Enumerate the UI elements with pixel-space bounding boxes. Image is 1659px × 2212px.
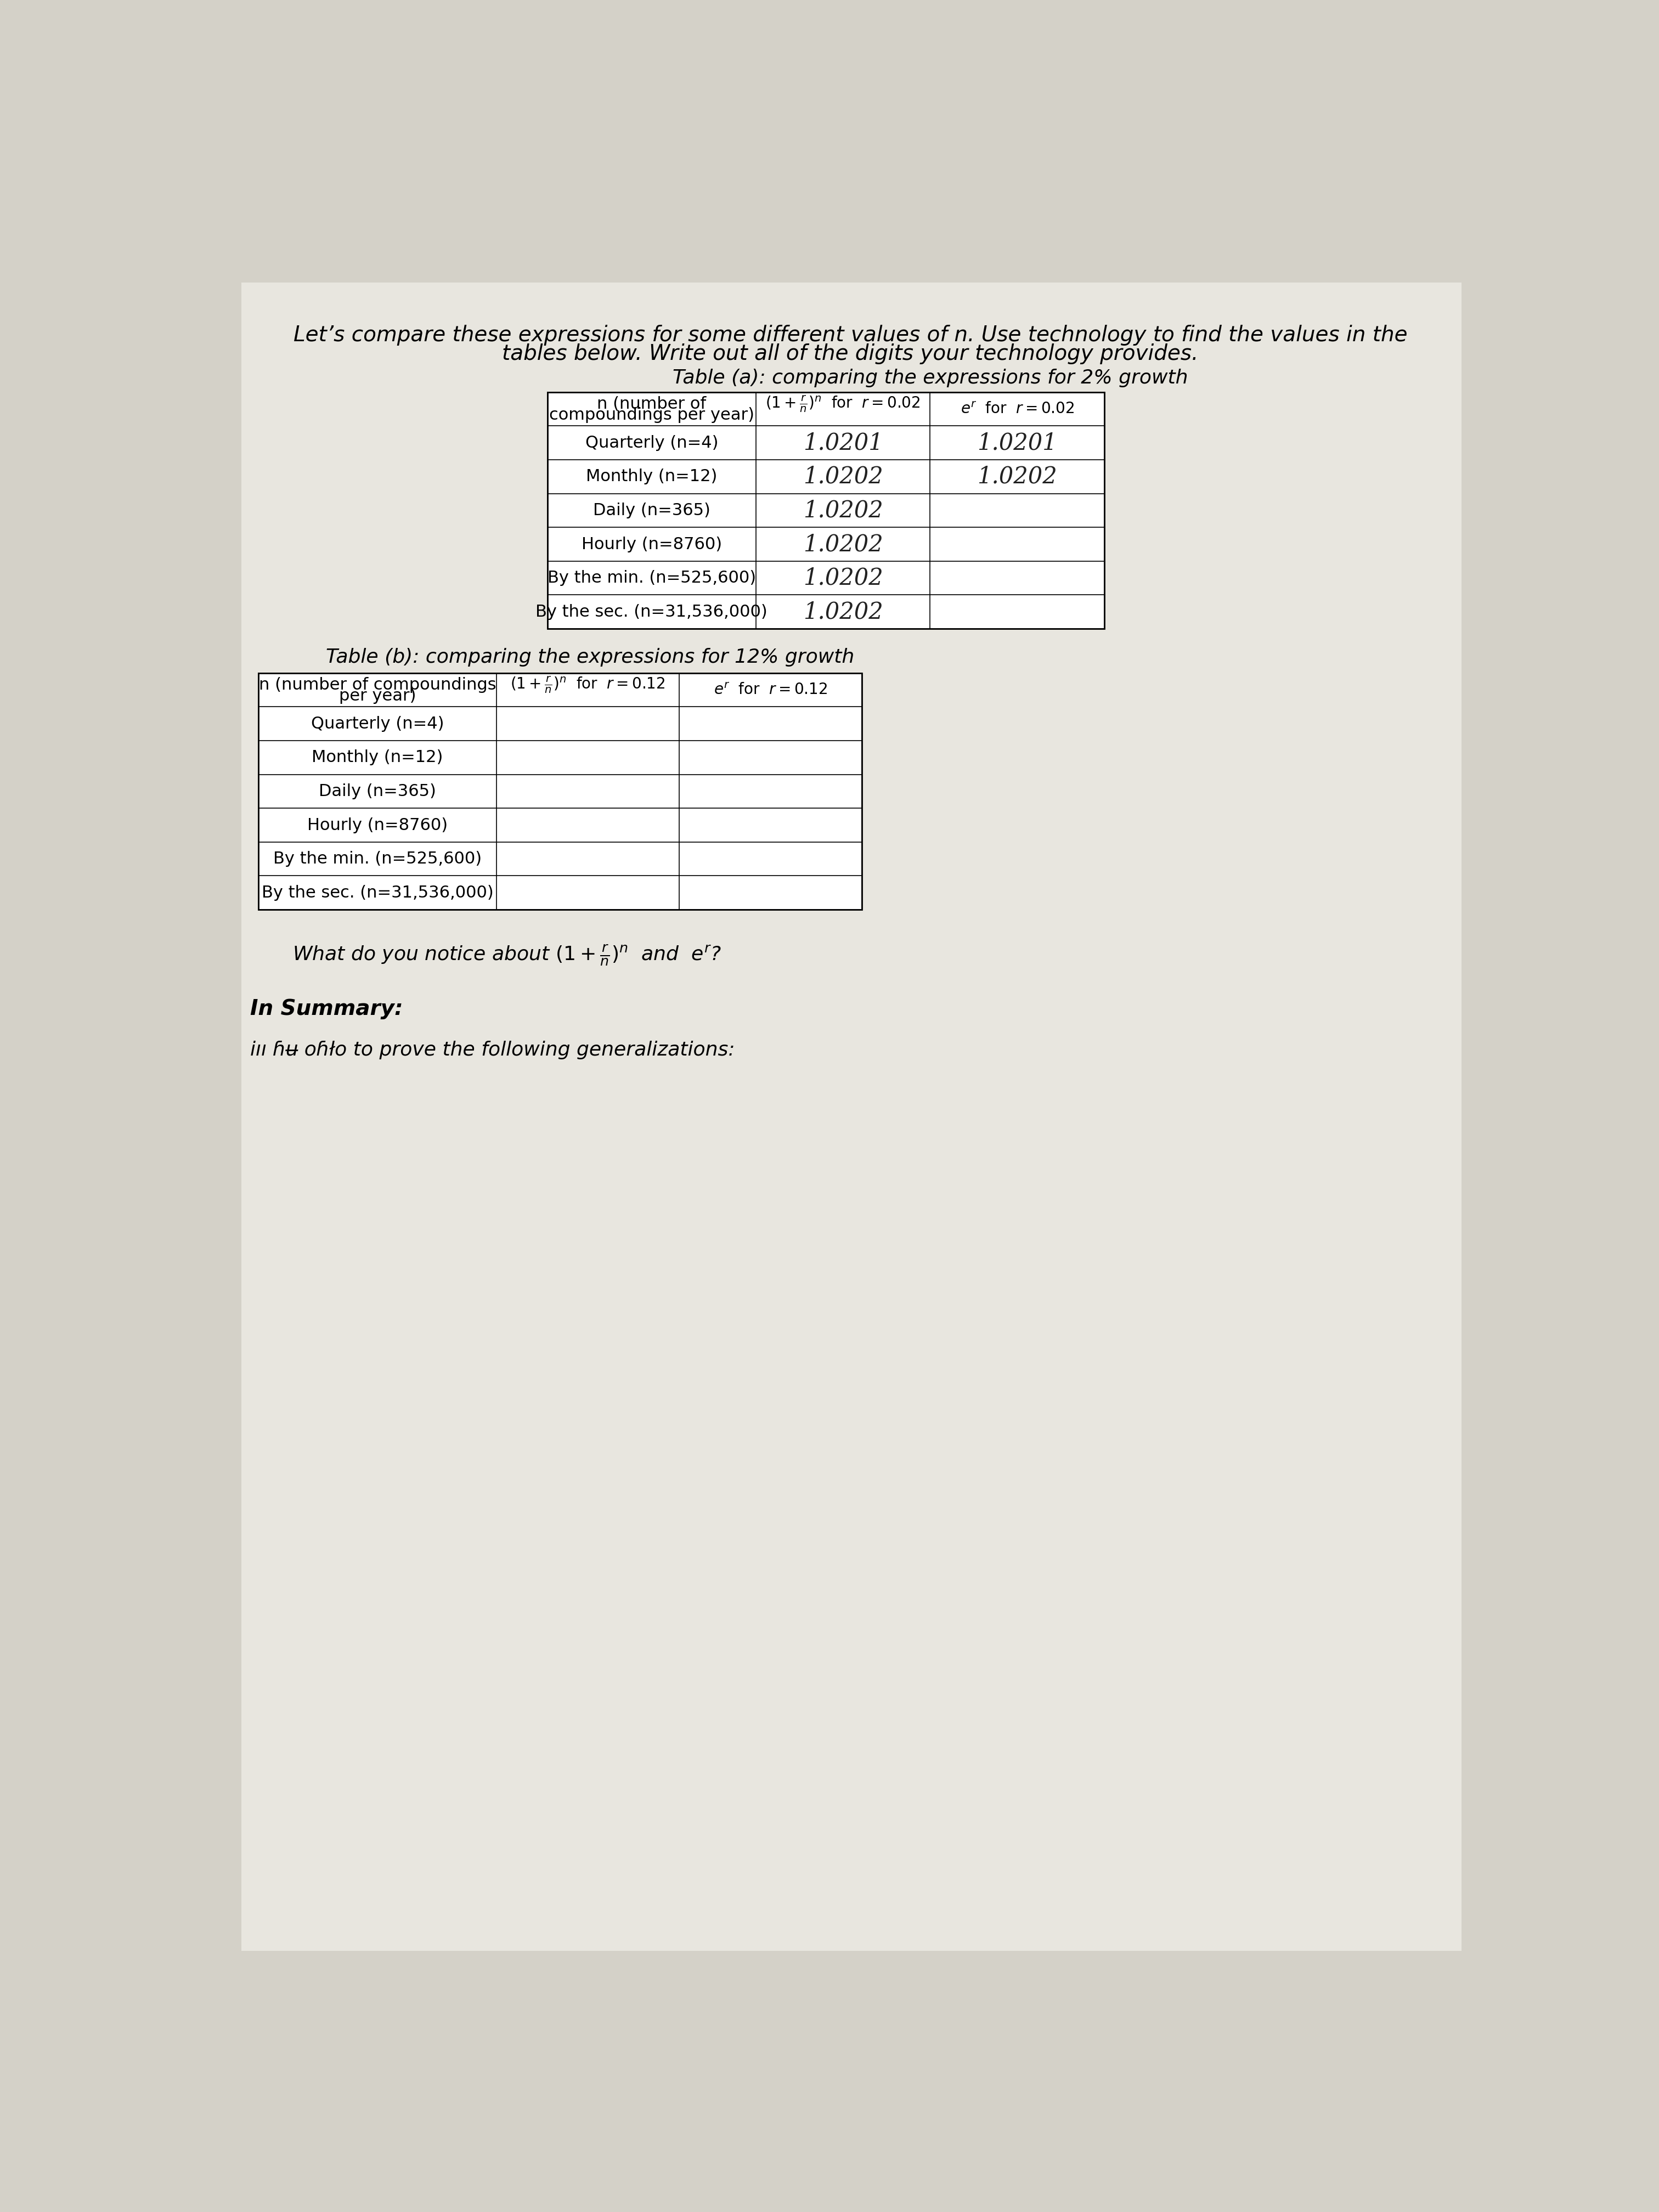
Text: 1.0202: 1.0202: [977, 465, 1057, 489]
Text: Table (b): comparing the expressions for 12% growth: Table (b): comparing the expressions for…: [325, 648, 854, 666]
Text: By the min. (n=525,600): By the min. (n=525,600): [274, 852, 481, 867]
Text: Monthly (n=12): Monthly (n=12): [312, 750, 443, 765]
Text: Daily (n=365): Daily (n=365): [319, 783, 436, 799]
Text: per year): per year): [338, 688, 416, 703]
Text: Hourly (n=8760): Hourly (n=8760): [307, 816, 448, 834]
Text: tables below. Write out all of the digits your technology provides.: tables below. Write out all of the digit…: [503, 343, 1198, 365]
Bar: [547, 392, 1105, 628]
Text: $(1 + \frac{r}{n})^n$  for  $r = 0.12$: $(1 + \frac{r}{n})^n$ for $r = 0.12$: [511, 675, 665, 695]
Text: Quarterly (n=4): Quarterly (n=4): [310, 717, 445, 732]
Text: $e^r$  for  $r = 0.02$: $e^r$ for $r = 0.02$: [961, 400, 1073, 416]
Text: n (number of: n (number of: [597, 396, 707, 411]
Text: In Summary:: In Summary:: [251, 998, 403, 1020]
Text: Let’s compare these expressions for some different values of n. Use technology t: Let’s compare these expressions for some…: [294, 325, 1407, 345]
Text: 1.0202: 1.0202: [803, 533, 883, 555]
Text: Hourly (n=8760): Hourly (n=8760): [581, 535, 722, 553]
Bar: [259, 672, 863, 909]
Text: 1.0202: 1.0202: [803, 500, 883, 522]
Text: By the min. (n=525,600): By the min. (n=525,600): [547, 571, 757, 586]
Text: Quarterly (n=4): Quarterly (n=4): [586, 436, 718, 451]
Text: Monthly (n=12): Monthly (n=12): [586, 469, 717, 484]
Text: iıı ɦʉ oɦło to prove the following generalizations:: iıı ɦʉ oɦło to prove the following gener…: [251, 1040, 735, 1060]
Text: By the sec. (n=31,536,000): By the sec. (n=31,536,000): [536, 604, 768, 619]
Text: By the sec. (n=31,536,000): By the sec. (n=31,536,000): [262, 885, 493, 900]
Text: n (number of compoundings: n (number of compoundings: [259, 677, 496, 692]
Text: Daily (n=365): Daily (n=365): [592, 502, 710, 518]
Text: 1.0201: 1.0201: [977, 431, 1057, 453]
Text: $e^r$  for  $r = 0.12$: $e^r$ for $r = 0.12$: [713, 681, 828, 697]
Text: compoundings per year): compoundings per year): [549, 407, 755, 422]
Text: 1.0202: 1.0202: [803, 566, 883, 591]
Text: 1.0201: 1.0201: [803, 431, 883, 453]
Text: Table (a): comparing the expressions for 2% growth: Table (a): comparing the expressions for…: [672, 369, 1188, 387]
Text: 1.0202: 1.0202: [803, 599, 883, 624]
Text: 1.0202: 1.0202: [803, 465, 883, 489]
Text: $(1 + \frac{r}{n})^n$  for  $r = 0.02$: $(1 + \frac{r}{n})^n$ for $r = 0.02$: [765, 394, 921, 414]
Text: What do you notice about $(1 + \frac{r}{n})^n$  and  $e^r$?: What do you notice about $(1 + \frac{r}{…: [292, 945, 722, 967]
